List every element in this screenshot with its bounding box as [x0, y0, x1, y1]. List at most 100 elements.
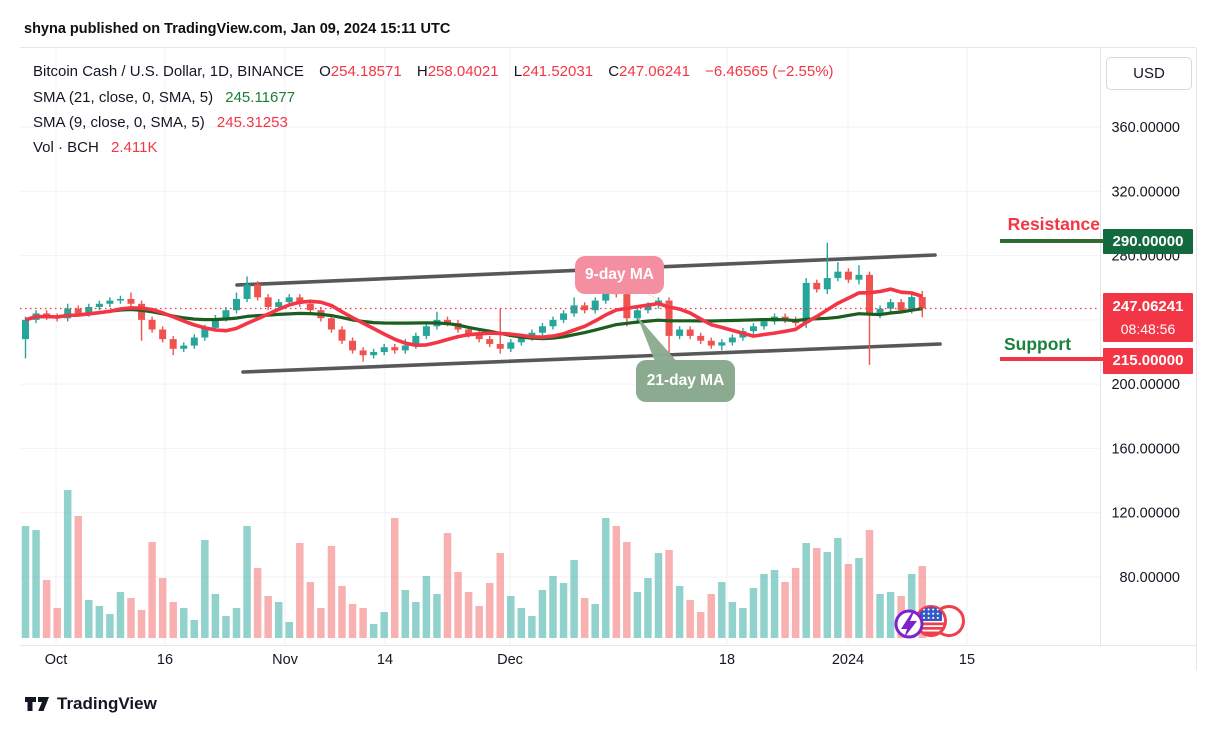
volume-legend-row[interactable]: Vol · BCH 2.411K	[33, 139, 157, 156]
candle-body	[602, 287, 610, 301]
candle-body	[517, 337, 525, 343]
volume-label: Vol · BCH	[33, 139, 99, 156]
volume-bar	[253, 568, 262, 638]
candle-body	[591, 300, 599, 311]
candle-body	[370, 351, 378, 356]
sma9-value: 245.31253	[216, 114, 288, 131]
support-label[interactable]: Support	[1004, 334, 1072, 354]
candle-body	[760, 321, 768, 327]
volume-bar	[749, 588, 758, 638]
candle-body	[887, 302, 895, 309]
candle-body	[465, 329, 473, 335]
time-tick-label: Oct	[45, 652, 68, 668]
candle-body	[275, 302, 283, 307]
volume-bar	[907, 574, 916, 638]
time-tick-label: 16	[157, 652, 173, 668]
candle-body	[201, 327, 209, 338]
candle-body	[866, 274, 873, 316]
time-tick-label: 14	[377, 652, 393, 668]
candle-body	[391, 347, 399, 351]
candle-body	[718, 342, 726, 346]
volume-bar	[422, 576, 431, 638]
candle-body	[549, 319, 557, 327]
candle-body	[728, 337, 736, 343]
volume-bar	[633, 592, 642, 638]
candle-body	[876, 308, 884, 316]
volume-bar	[570, 560, 578, 638]
price-tick-label: 120.00000	[1111, 506, 1180, 522]
volume-bar	[696, 612, 705, 638]
volume-bar	[591, 604, 599, 638]
volume-bar	[770, 570, 779, 638]
support-price-badge: 215.00000	[1103, 348, 1193, 374]
candle-body	[444, 319, 451, 324]
candle-body	[211, 318, 219, 328]
candle-body	[834, 271, 842, 279]
candle-body	[844, 271, 852, 280]
currency-toggle-button[interactable]: USD	[1106, 57, 1192, 90]
last-price-value: 247.06241	[1112, 298, 1184, 315]
volume-bar	[464, 592, 473, 638]
candle-body	[264, 297, 272, 307]
price-tick-label: 160.00000	[1111, 441, 1180, 457]
volume-bar	[348, 604, 357, 638]
pair-logos	[894, 605, 965, 639]
volume-bar	[886, 592, 895, 638]
volume-bar	[401, 590, 410, 638]
tradingview-brand-text: TradingView	[57, 694, 157, 713]
candle-body	[581, 305, 589, 311]
sma9-label: SMA (9, close, 0, SMA, 5)	[33, 114, 205, 131]
candle-body	[475, 334, 483, 340]
time-tick-label: 18	[719, 652, 735, 668]
time-tick-label: 15	[959, 652, 975, 668]
bar-countdown: 08:48:56	[1120, 321, 1176, 337]
volume-bar	[517, 608, 526, 638]
candle-body	[127, 298, 135, 304]
volume-bar	[728, 602, 737, 638]
support-line[interactable]	[1000, 357, 1104, 361]
volume-bar	[232, 608, 241, 638]
candle-body	[359, 350, 367, 356]
volume-bar	[169, 602, 177, 638]
volume-bar	[865, 530, 874, 638]
time-tick-label: Nov	[272, 652, 299, 668]
volume-bar	[834, 538, 842, 638]
price-tick-label: 320.00000	[1111, 184, 1180, 200]
ma9-annotation-badge[interactable]: 9-day MA	[575, 256, 664, 294]
ma21-annotation-badge[interactable]: 21-day MA	[636, 360, 735, 402]
volume-bar	[306, 582, 315, 638]
right-border	[1196, 48, 1197, 670]
candle-body	[222, 310, 230, 319]
tradingview-footer-link[interactable]: TradingView	[24, 694, 157, 714]
volume-bar	[918, 566, 926, 638]
volume-bar	[127, 598, 135, 638]
candle-body	[823, 278, 831, 290]
volume-bar	[760, 574, 768, 638]
volume-bar	[296, 543, 304, 638]
candle-body	[813, 282, 821, 290]
resistance-price-badge: 290.00000	[1103, 229, 1193, 254]
volume-bar	[211, 594, 220, 638]
resistance-line[interactable]	[1000, 239, 1104, 243]
symbol-legend-row[interactable]: Bitcoin Cash / U.S. Dollar, 1D, BINANCE …	[33, 63, 834, 80]
volume-bar	[32, 530, 40, 638]
sma21-legend-row[interactable]: SMA (21, close, 0, SMA, 5) 245.11677	[33, 89, 295, 106]
candle-body	[644, 305, 652, 311]
symbol-title: Bitcoin Cash / U.S. Dollar, 1D, BINANCE	[33, 63, 304, 80]
candle-body	[560, 313, 568, 320]
candle-body	[538, 326, 546, 333]
volume-bar	[137, 610, 146, 638]
resistance-label[interactable]: Resistance	[1007, 214, 1100, 234]
ma21-badge-tail	[637, 316, 679, 364]
ohlc-high: H258.04021	[416, 63, 499, 80]
volume-bar	[791, 568, 800, 638]
volume-bar	[359, 608, 367, 638]
volume-bar	[317, 608, 325, 638]
volume-bar	[338, 586, 346, 638]
sma9-legend-row[interactable]: SMA (9, close, 0, SMA, 5) 245.31253	[33, 114, 288, 131]
volume-bar	[528, 616, 536, 638]
candle-body	[802, 282, 810, 324]
time-tick-labels: Oct 16 Nov 14 Dec 18 2024 15	[45, 652, 975, 668]
volume-bar	[644, 578, 652, 638]
